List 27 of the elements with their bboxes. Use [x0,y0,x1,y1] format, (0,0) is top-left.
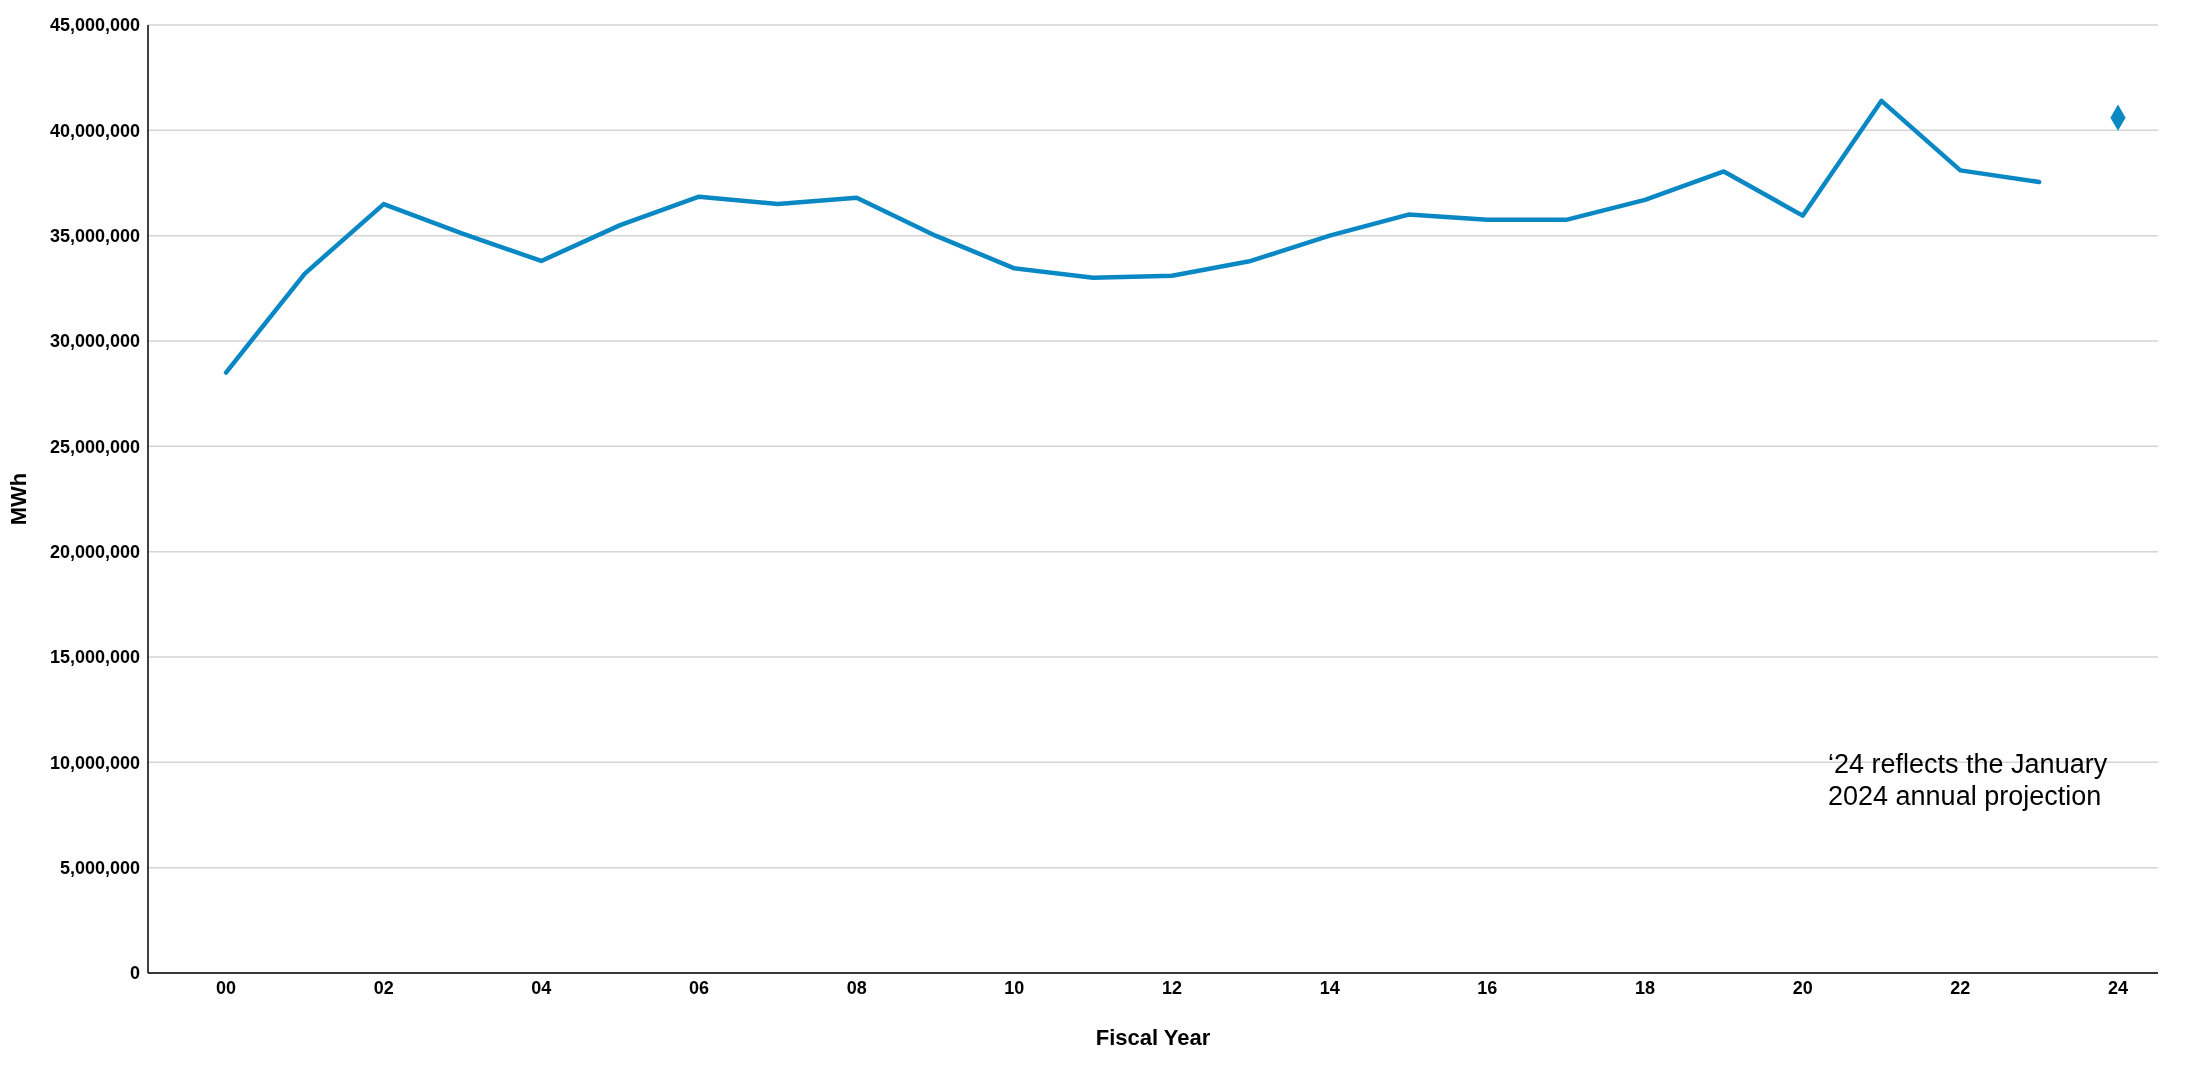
y-tick-label: 25,000,000 [49,436,140,457]
x-tick-label: 08 [846,977,867,998]
x-tick-label: 00 [215,977,237,998]
annotation: ‘24 reflects the January 2024 annual projection [1828,748,2109,813]
y-tick-label: 10,000,000 [49,752,140,773]
y-tick-label: 45,000,000 [49,15,140,36]
line-series [223,98,2042,375]
y-tick-label: 0 [129,963,140,984]
y-tick-label: 35,000,000 [49,226,140,247]
x-tick-label: 04 [531,977,552,998]
y-tick-label: 20,000,000 [49,542,140,563]
x-tick-label: 20 [1792,977,1813,998]
y-tick-label: 40,000,000 [49,120,140,141]
y-tick-label: 5,000,000 [59,858,140,879]
x-tick-label: 22 [1950,977,1971,998]
y-tick-label: 15,000,000 [49,647,140,668]
x-tick-label: 10 [1004,977,1025,998]
x-axis-title: Fiscal Year [1095,1025,1211,1050]
x-tick-label: 16 [1477,977,1498,998]
x-tick-label: 02 [373,977,394,998]
x-tick-label: 06 [688,977,710,998]
x-tick-label: 18 [1634,977,1656,998]
y-axis-title: MWh [5,472,31,526]
x-tick-label: 14 [1319,977,1340,998]
x-tick-label: 12 [1161,977,1183,998]
y-tick-label: 30,000,000 [49,331,140,352]
x-tick-label: 24 [2107,977,2129,998]
